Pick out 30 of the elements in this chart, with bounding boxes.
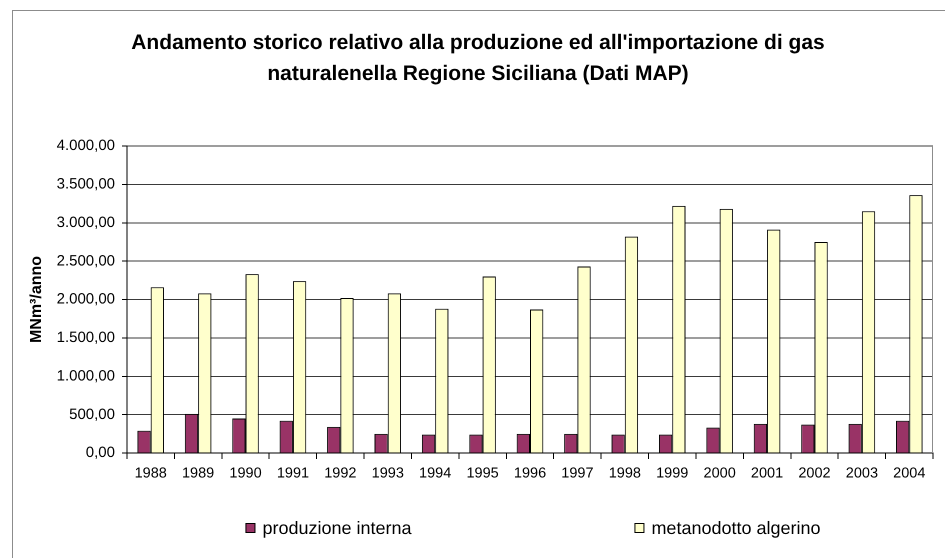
x-tick-label: 1999	[656, 466, 688, 482]
x-tick-label: 2003	[846, 466, 878, 482]
x-tick-label: 1994	[419, 466, 452, 482]
x-tick-label: 1995	[466, 466, 499, 482]
chart-title: Andamento storico relativo alla produzione ed all'importazione di gas naturalenella Regione Siciliana (Dati MAP)	[130, 30, 826, 87]
y-tick-label: 1.000,00	[56, 367, 115, 384]
x-tick-label: 1991	[276, 466, 310, 482]
x-tick-label: 2001	[750, 466, 784, 482]
x-tick-label: 1990	[229, 466, 262, 482]
y-tick-label: 3.000,00	[56, 214, 115, 231]
legend-label: metanodotto algerino	[651, 518, 821, 538]
y-tick-label: 2.500,00	[56, 252, 115, 270]
y-tick-label: 500,00	[69, 406, 115, 423]
x-tick-label: 1989	[182, 466, 214, 482]
legend-label: produzione interna	[262, 518, 413, 538]
x-tick-label: 1997	[561, 466, 594, 482]
y-tick-label: 3.500,00	[56, 176, 115, 193]
y-axis-title: MNm³/anno	[28, 256, 46, 344]
x-tick-label: 2002	[798, 466, 831, 482]
y-tick-label: 4.000,00	[56, 137, 115, 154]
x-tick-label: 2000	[704, 466, 736, 482]
x-tick-label: 1992	[324, 466, 356, 482]
y-tick-label: 1.500,00	[56, 329, 115, 346]
x-tick-label: 1996	[514, 466, 546, 482]
x-tick-label: 1993	[372, 466, 404, 482]
y-tick-label: 2.000,00	[56, 290, 115, 308]
y-tick-label: 0,00	[86, 444, 115, 462]
x-tick-label: 1988	[134, 466, 167, 482]
x-tick-label: 1998	[608, 466, 641, 482]
x-tick-label: 2004	[893, 466, 926, 482]
